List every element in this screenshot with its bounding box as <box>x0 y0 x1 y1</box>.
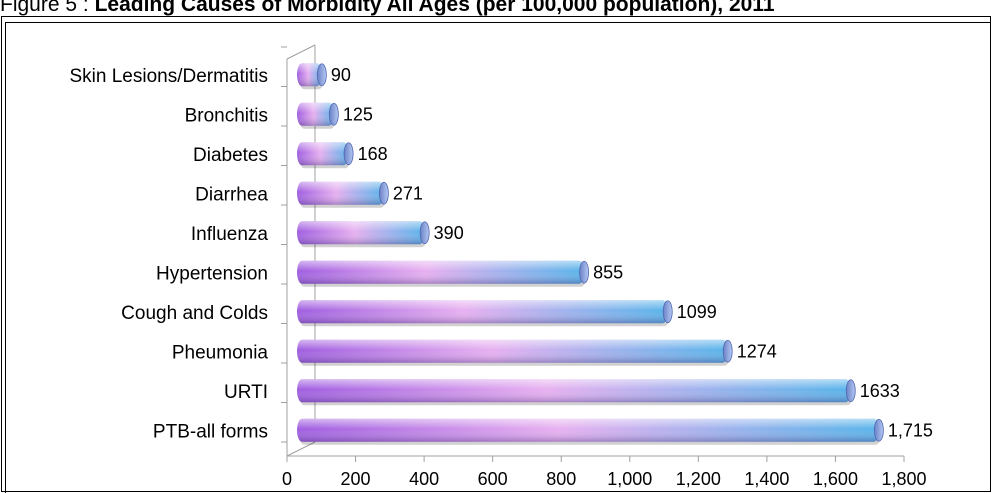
figure-title: Leading Causes of Morbidity All Ages (pe… <box>94 0 775 16</box>
value-label: 168 <box>358 144 388 164</box>
x-tick-label: 1,800 <box>881 469 926 489</box>
bar-shading <box>297 339 728 363</box>
value-label: 125 <box>343 104 373 124</box>
figure-caption: Figure 5 : Leading Causes of Morbidity A… <box>0 0 775 17</box>
category-label: Skin Lesions/Dermatitis <box>69 66 268 87</box>
bar-end-cap <box>328 102 339 126</box>
figure-number: Figure 5 : <box>0 0 89 16</box>
bar-shading <box>297 260 585 284</box>
value-label: 1274 <box>737 341 777 361</box>
bar-shading <box>297 102 334 126</box>
value-label: 1633 <box>860 381 900 401</box>
category-labels: Skin Lesions/Dermatitis Bronchitis Diabete… <box>69 66 268 443</box>
bar-4 <box>297 221 430 248</box>
chart-frame-outer <box>1 16 991 492</box>
x-tick-label: 0 <box>282 469 292 489</box>
bar-7 <box>297 339 733 366</box>
category-label: Cough and Colds <box>121 303 268 324</box>
bar-shading <box>297 221 425 245</box>
category-label: Influenza <box>191 224 269 245</box>
value-label: 390 <box>434 223 464 243</box>
bar-1 <box>297 102 339 129</box>
x-tick-label: 600 <box>478 469 508 489</box>
bar-shading <box>297 418 879 442</box>
bar-5 <box>297 260 589 287</box>
x-tick-label: 1,400 <box>744 469 789 489</box>
value-label: 271 <box>393 183 423 203</box>
x-tick-label: 1,600 <box>813 469 858 489</box>
bar-end-cap <box>316 63 327 87</box>
bar-2 <box>297 142 354 169</box>
top-depth-line <box>286 44 316 60</box>
bar-end-cap <box>722 339 733 363</box>
bar-3 <box>297 181 389 208</box>
bar-6 <box>297 300 673 327</box>
bar-end-cap <box>378 181 389 205</box>
bar-end-cap <box>873 418 884 442</box>
bar-0 <box>297 63 327 90</box>
bar-shading <box>297 181 384 205</box>
bar-series <box>297 63 884 445</box>
category-label: Diarrhea <box>195 184 268 205</box>
chart-frame-inner <box>5 22 990 493</box>
bar-shading <box>297 142 349 166</box>
bar-end-cap <box>343 142 354 166</box>
bar-shading <box>297 63 322 87</box>
bar-end-cap <box>579 260 589 284</box>
value-label: 855 <box>593 262 623 282</box>
x-tick-label: 800 <box>546 469 576 489</box>
category-label: PTB-all forms <box>153 421 268 442</box>
x-axis-ticks: 0 200 400 600 800 1,000 1,200 1,400 1,600 1,800 <box>282 456 927 489</box>
x-tick-label: 1,000 <box>607 469 652 489</box>
bar-end-cap <box>845 379 856 403</box>
bar-9 <box>297 418 884 445</box>
bar-end-cap <box>419 221 430 245</box>
value-label: 1099 <box>677 302 717 322</box>
x-tick-label: 400 <box>409 469 439 489</box>
bar-end-cap <box>662 300 673 324</box>
category-label: Diabetes <box>193 145 268 166</box>
x-tick-label: 1,200 <box>676 469 721 489</box>
bottom-depth-line <box>286 441 316 457</box>
bar-shading <box>297 379 851 403</box>
bar-8 <box>297 379 856 406</box>
category-label: Bronchitis <box>185 105 268 126</box>
value-label: 90 <box>331 65 351 85</box>
category-label: URTI <box>224 382 268 403</box>
bar-shading <box>297 300 668 324</box>
category-label: Hypertension <box>156 263 268 284</box>
x-tick-label: 200 <box>341 469 371 489</box>
value-label: 1,715 <box>888 420 933 440</box>
category-label: Pheumonia <box>172 342 269 363</box>
